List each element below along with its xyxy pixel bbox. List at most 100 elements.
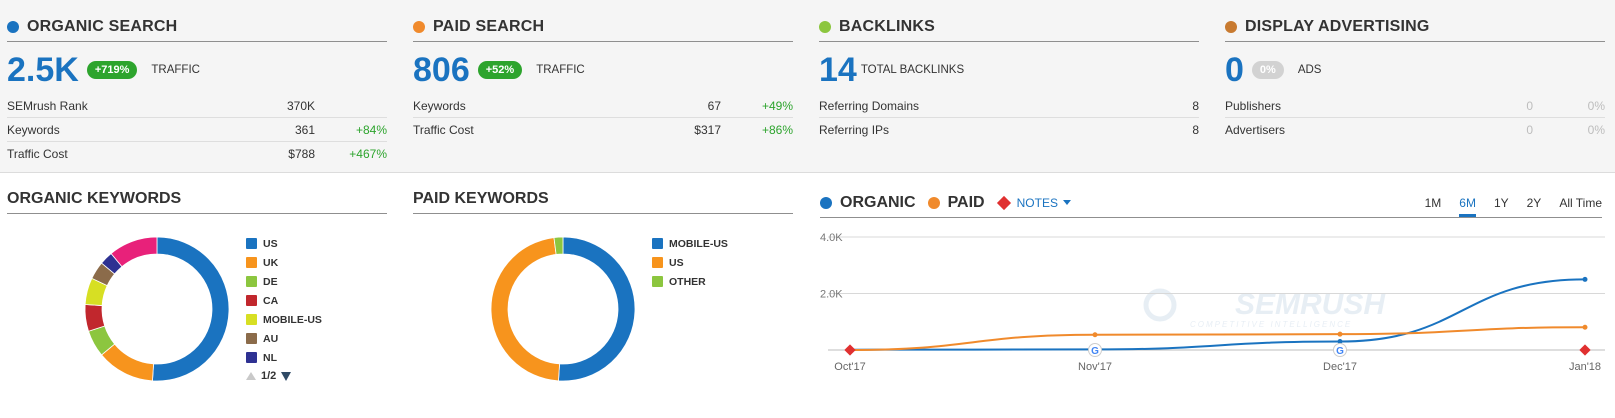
- note-marker-icon[interactable]: [1579, 344, 1591, 356]
- trend-notes[interactable]: Notes: [996, 195, 1071, 210]
- paid-keywords-title: PAID KEYWORDS: [413, 188, 793, 214]
- notes-label: Notes: [1016, 195, 1058, 210]
- range-selector: 1M 6M 1Y 2Y All Time: [1407, 196, 1602, 217]
- data-point-organic[interactable]: [1337, 339, 1343, 345]
- legend-swatch: [246, 257, 257, 268]
- donut-slice-mobile-us[interactable]: [558, 236, 636, 382]
- pager-next-icon[interactable]: [281, 371, 292, 381]
- metric-value[interactable]: 67: [707, 98, 721, 113]
- donut-slice-ca[interactable]: [84, 304, 106, 332]
- watermark-text: SEMRUSH: [1235, 288, 1386, 321]
- legend-item-us[interactable]: US: [246, 234, 322, 253]
- organic-dot-icon: [820, 196, 832, 209]
- data-point-paid[interactable]: [1092, 332, 1098, 338]
- metric-value: 0: [1526, 98, 1533, 113]
- series-line-organic[interactable]: [849, 278, 1586, 351]
- donut-slice-other[interactable]: [110, 236, 158, 268]
- metric-label: Referring IPs: [819, 123, 890, 137]
- legend-item-mobile-us[interactable]: MOBILE-US: [652, 234, 728, 253]
- legend-swatch: [652, 238, 663, 249]
- data-point-organic[interactable]: [1582, 276, 1588, 282]
- summary-band: [0, 0, 1615, 173]
- range-6m[interactable]: 6M: [1459, 196, 1476, 217]
- range-1m[interactable]: 1M: [1424, 196, 1442, 210]
- legend-item-au[interactable]: AU: [246, 329, 322, 348]
- display-advertising-header[interactable]: DISPLAY ADVERTISING: [1225, 18, 1605, 42]
- backlinks-unit: TOTAL BACKLINKS: [860, 64, 965, 76]
- note-marker-icon[interactable]: [844, 344, 856, 356]
- trend-legend-paid-label: PAID: [947, 193, 985, 211]
- paid-dot-icon: [413, 20, 425, 33]
- legend-item-nl[interactable]: NL: [246, 348, 322, 367]
- x-tick-label: Oct'17: [834, 361, 865, 373]
- donut-slice-other[interactable]: [553, 236, 564, 255]
- metric-value[interactable]: $317: [694, 123, 721, 137]
- legend-item-ca[interactable]: CA: [246, 291, 322, 310]
- paid-keywords-donut[interactable]: [488, 234, 638, 384]
- display-dot-icon: [1225, 20, 1237, 33]
- range-all-time[interactable]: All Time: [1559, 196, 1602, 210]
- range-2y[interactable]: 2Y: [1526, 196, 1542, 210]
- notes-dropdown[interactable]: Notes: [1017, 196, 1071, 210]
- range-1y[interactable]: 1Y: [1493, 196, 1509, 210]
- paid-traffic-value[interactable]: 806: [413, 51, 470, 89]
- trend-legend-paid[interactable]: PAID: [927, 193, 985, 212]
- legend-item-other[interactable]: OTHER: [652, 272, 728, 291]
- organic-keywords-donut[interactable]: [82, 234, 232, 384]
- organic-keywords-title: ORGANIC KEYWORDS: [7, 188, 387, 214]
- watermark-logo-icon: [1143, 288, 1177, 322]
- legend-label: CA: [263, 294, 279, 307]
- backlinks-metrics-list: Referring Domains 8 Referring IPs 8: [819, 94, 1199, 142]
- metric-value[interactable]: 361: [294, 122, 315, 137]
- chevron-down-icon: [1062, 200, 1071, 205]
- donut-slice-uk[interactable]: [100, 343, 154, 382]
- metric-change: +49%: [761, 98, 793, 113]
- metric-label: Traffic Cost: [413, 123, 474, 137]
- backlinks-header[interactable]: BACKLINKS: [819, 18, 1199, 42]
- metric-value[interactable]: 370K: [286, 98, 315, 113]
- metric-label: Publishers: [1225, 98, 1282, 113]
- legend-swatch: [246, 314, 257, 325]
- backlinks-title: BACKLINKS: [839, 17, 936, 35]
- data-point-paid[interactable]: [1337, 331, 1343, 337]
- donut-slice-us[interactable]: [152, 236, 230, 382]
- metric-label: Advertisers: [1225, 123, 1286, 137]
- x-tick-label: Nov'17: [1078, 361, 1112, 373]
- legend-label: MOBILE-US: [263, 313, 322, 326]
- google-update-icon[interactable]: G: [1333, 343, 1347, 358]
- organic-search-header[interactable]: ORGANIC SEARCH: [7, 18, 387, 42]
- metric-value[interactable]: $788: [288, 147, 315, 161]
- notes-diamond-icon: [996, 195, 1011, 210]
- metric-change: +86%: [761, 123, 793, 137]
- donut-slice-us[interactable]: [490, 237, 560, 382]
- metric-value[interactable]: 8: [1192, 98, 1199, 113]
- legend-item-de[interactable]: DE: [246, 272, 322, 291]
- legend-label: MOBILE-US: [669, 237, 728, 250]
- organic-traffic-value[interactable]: 2.5K: [7, 51, 79, 89]
- x-tick-label: Dec'17: [1323, 361, 1357, 373]
- paid-search-header[interactable]: PAID SEARCH: [413, 18, 793, 42]
- data-point-paid[interactable]: [1582, 324, 1588, 330]
- legend-item-uk[interactable]: UK: [246, 253, 322, 272]
- pager-prev-icon[interactable]: [246, 372, 256, 380]
- metric-row: Referring Domains 8: [819, 94, 1199, 118]
- trend-legend-organic[interactable]: ORGANIC: [820, 194, 916, 212]
- series-line-paid[interactable]: [849, 326, 1586, 351]
- metric-value: 0: [1526, 123, 1533, 137]
- google-update-icon[interactable]: G: [1088, 343, 1102, 358]
- legend-label: UK: [263, 256, 279, 269]
- x-tick-label: Jan'18: [1569, 361, 1601, 373]
- legend-pager: 1/2: [246, 367, 322, 385]
- metric-value[interactable]: 8: [1192, 123, 1199, 137]
- legend-label: US: [669, 256, 684, 269]
- legend-item-us[interactable]: US: [652, 253, 728, 272]
- display-ads-value[interactable]: 0: [1225, 51, 1244, 89]
- legend-item-mobile-us[interactable]: MOBILE-US: [246, 310, 322, 329]
- backlinks-value[interactable]: 14: [819, 51, 857, 89]
- legend-swatch: [652, 257, 663, 268]
- organic-metrics-list: SEMrush Rank 370K Keywords 361 +84% Traf…: [7, 94, 387, 166]
- display-advertising-card: DISPLAY ADVERTISING 0 0% ADS Publishers …: [1225, 18, 1605, 142]
- traffic-trend-panel: ORGANIC PAID Notes 1M 6M 1Y 2Y All Time: [820, 188, 1602, 218]
- traffic-trend-chart[interactable]: SEMRUSH COMPETITIVE INTELLIGENCE 2.0K 4.0…: [820, 225, 1610, 415]
- legend-swatch: [246, 295, 257, 306]
